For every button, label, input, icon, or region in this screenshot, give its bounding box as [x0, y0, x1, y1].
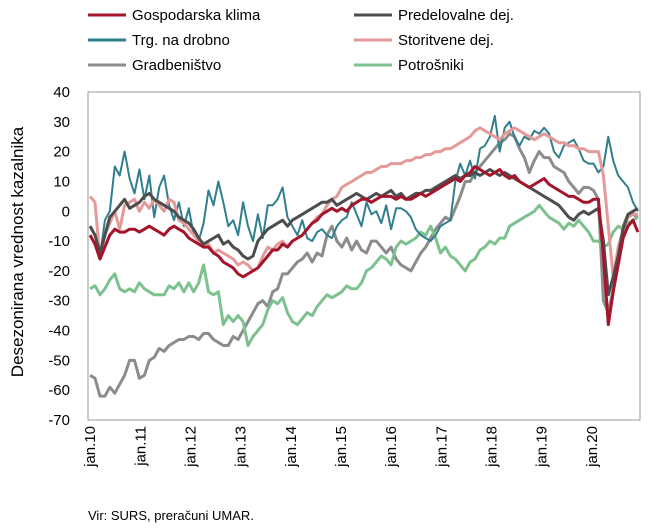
series-line-5	[88, 165, 640, 327]
y-tick-label-1: 30	[53, 114, 70, 131]
x-tick-label-9: jan.19	[534, 426, 551, 468]
y-tick-label-5: -10	[48, 233, 70, 250]
y-tick-label-4: 0	[62, 203, 70, 220]
legend-label-1: Predelovalne dej.	[398, 7, 514, 24]
y-tick-label-8: -40	[48, 323, 70, 340]
legend-label-3: Storitvene dej.	[398, 32, 494, 49]
series-line-1	[89, 203, 639, 347]
y-tick-label-0: 40	[53, 84, 70, 101]
legend-label-0: Gospodarska klima	[132, 7, 261, 24]
x-tick-label-10: jan.20	[584, 426, 601, 468]
x-tick-label-5: jan.15	[333, 426, 350, 468]
series-line-2	[89, 114, 639, 257]
y-tick-label-9: -50	[48, 352, 70, 369]
plot-area	[87, 91, 641, 421]
plot-frame	[87, 91, 641, 421]
legend-label-4: Gradbeništvo	[132, 57, 221, 74]
y-axis-title: Desezonirana vrednost kazalnika	[8, 126, 27, 377]
y-tick-label-3: 10	[53, 173, 70, 190]
y-tick-label-11: -70	[48, 412, 70, 429]
chart-legend: Gospodarska klima Predelovalne dej. Trg. n…	[88, 7, 514, 74]
y-tick-label-10: -60	[48, 382, 70, 399]
x-tick-label-4: jan.14	[283, 426, 300, 468]
legend-label-2: Trg. na drobno	[132, 32, 230, 49]
x-tick-label-0: jan.10	[82, 426, 99, 468]
x-tick-label-3: jan.13	[233, 426, 250, 468]
y-tick-label-7: -30	[48, 293, 70, 310]
y-tick-label-6: -20	[48, 263, 70, 280]
x-tick-label-1: jan.11	[132, 426, 149, 467]
x-tick-label-6: jan.16	[383, 426, 400, 468]
source-note: Vir: SURS, preračuni UMAR.	[88, 508, 254, 523]
x-tick-label-7: jan.17	[433, 426, 450, 468]
y-tick-label-2: 20	[53, 144, 70, 161]
series-line-0	[89, 132, 639, 398]
series-line-3	[88, 126, 638, 279]
y-axis-ticks: 40 30 20 10 0 -10 -20 -30 -40 -50 -60 -70	[48, 84, 70, 429]
legend-label-5: Potrošniki	[398, 57, 464, 74]
x-tick-label-2: jan.12	[183, 426, 200, 468]
x-tick-label-8: jan.18	[484, 426, 501, 468]
x-axis-ticks: jan.10 jan.11 jan.12 jan.13 jan.14 jan.15 jan.…	[82, 426, 601, 468]
